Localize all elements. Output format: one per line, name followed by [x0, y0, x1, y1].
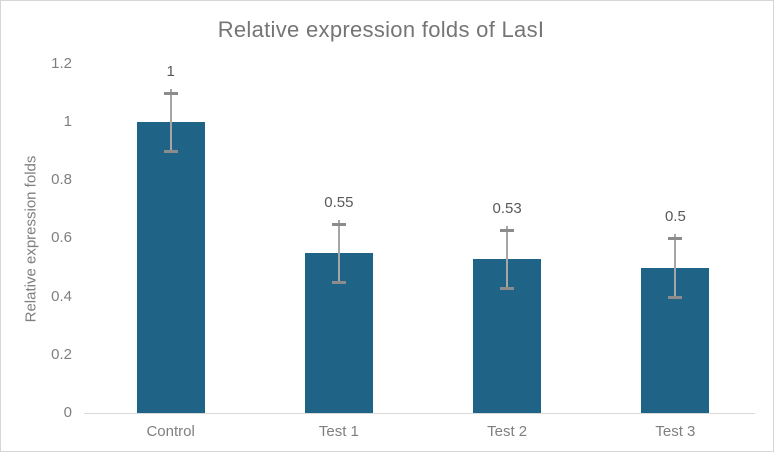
error-bar-cap-bottom — [668, 295, 683, 299]
error-bar — [674, 234, 677, 298]
value-label: 0.5 — [664, 208, 686, 226]
error-bar-cap-bottom — [331, 281, 346, 285]
error-bar — [169, 88, 172, 153]
error-bar-cap-top — [500, 228, 515, 232]
chart-title: Relative expression folds of LasI — [217, 17, 545, 42]
error-bar-cap-top — [668, 237, 683, 241]
category-label: Test 2 — [487, 423, 528, 440]
error-bar-cap-bottom — [500, 286, 515, 290]
y-tick-label: 0 — [63, 404, 72, 421]
value-label: 0.55 — [324, 193, 354, 211]
value-label: 0.53 — [492, 199, 522, 217]
y-tick-label: 0.4 — [51, 287, 72, 305]
error-bar-cap-top — [163, 91, 178, 95]
y-tick-label: 0.6 — [51, 229, 72, 247]
error-bar — [506, 225, 509, 289]
x-axis-line — [84, 413, 755, 414]
bar — [136, 122, 205, 413]
y-tick-label: 0.2 — [51, 345, 72, 363]
value-label: 1 — [166, 62, 175, 80]
category-label: Test 3 — [655, 423, 696, 440]
y-tick-label: 1.2 — [51, 54, 72, 72]
error-bar-cap-top — [331, 222, 346, 226]
y-tick-label: 1 — [63, 113, 72, 130]
y-tick-label: 0.8 — [51, 171, 72, 189]
category-label: Control — [146, 423, 195, 440]
error-bar — [337, 219, 340, 284]
category-label: Test 1 — [318, 423, 359, 440]
error-bar-cap-bottom — [163, 150, 178, 154]
